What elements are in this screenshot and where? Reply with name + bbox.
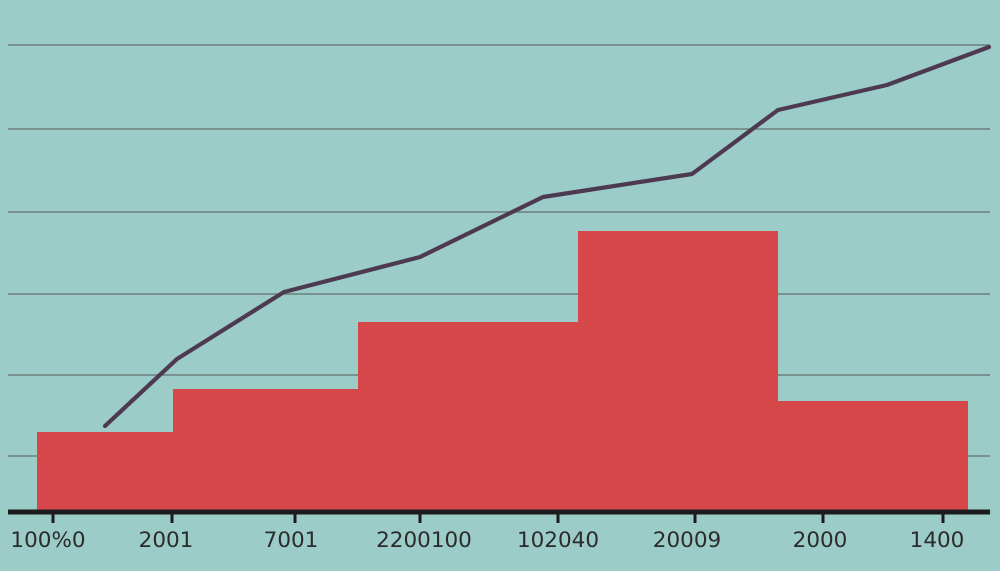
x-axis-tick-label: 7001 xyxy=(264,528,319,553)
bar xyxy=(578,231,778,512)
bar xyxy=(778,401,968,512)
x-axis-tick-label: 20009 xyxy=(653,528,721,553)
bar xyxy=(37,432,173,512)
bar xyxy=(358,322,578,512)
x-axis-tick-label: 100%0 xyxy=(10,528,85,553)
x-axis-tick-label: 2200100 xyxy=(376,528,472,553)
x-axis-tick-label: 1400 xyxy=(910,528,965,553)
x-axis-tick-label: 2000 xyxy=(793,528,848,553)
x-axis-tick-label: 2001 xyxy=(139,528,194,553)
x-axis-tick-label: 102040 xyxy=(517,528,599,553)
trend-line xyxy=(102,44,992,429)
bar xyxy=(173,389,358,512)
